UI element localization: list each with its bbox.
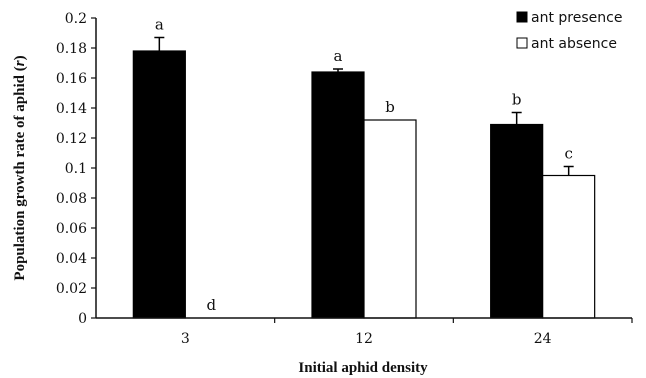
significance-label: d	[207, 296, 217, 314]
significance-label: b	[512, 91, 522, 109]
y-axis-title-main: Population growth rate of aphid (	[12, 66, 28, 280]
y-tick-label: 0.06	[56, 221, 87, 237]
bar-ant-absence	[542, 174, 596, 319]
bar-ant-absence	[363, 119, 417, 319]
y-tick-label: 0.08	[56, 191, 87, 207]
y-tick-label: 0.14	[56, 101, 87, 117]
significance-label: a	[155, 16, 164, 34]
y-axis-title: Population growth rate of aphid (r)	[12, 55, 28, 280]
x-axis-title: Initial aphid density	[298, 360, 428, 376]
y-axis-title-close: )	[12, 55, 28, 60]
significance-label: b	[385, 98, 395, 116]
legend-swatch-ant-absence	[516, 37, 528, 49]
legend-label-ant-absence: ant absence	[531, 36, 617, 52]
bar-ant-presence	[132, 50, 186, 319]
y-tick-label: 0.2	[65, 11, 87, 27]
plot-area: 0 0.02 0.04 0.06 0.08 0.1 0.12 0.14 0.16 0.18 0.2 3…	[56, 11, 633, 347]
legend-label-ant-presence: ant presence	[531, 10, 622, 26]
y-tick-label: 0.12	[56, 131, 87, 147]
y-tick-label: 0	[78, 311, 87, 327]
x-tick-label: 12	[355, 331, 373, 347]
y-tick-label: 0.18	[56, 41, 87, 57]
x-tick-label: 24	[534, 331, 552, 347]
legend: ant presence ant absence	[516, 10, 622, 52]
y-tick-label: 0.16	[56, 71, 87, 87]
y-tick-label: 0.02	[56, 281, 87, 297]
legend-swatch-ant-presence	[516, 11, 528, 23]
bar-ant-presence	[490, 123, 544, 319]
significance-label: a	[334, 47, 343, 65]
y-tick-label: 0.04	[56, 251, 87, 267]
x-tick-label: 3	[181, 331, 190, 347]
y-tick-label: 0.1	[65, 161, 87, 177]
significance-label: c	[564, 145, 572, 163]
y-axis-title-variable: r	[12, 60, 28, 66]
bar-ant-presence	[311, 71, 365, 319]
